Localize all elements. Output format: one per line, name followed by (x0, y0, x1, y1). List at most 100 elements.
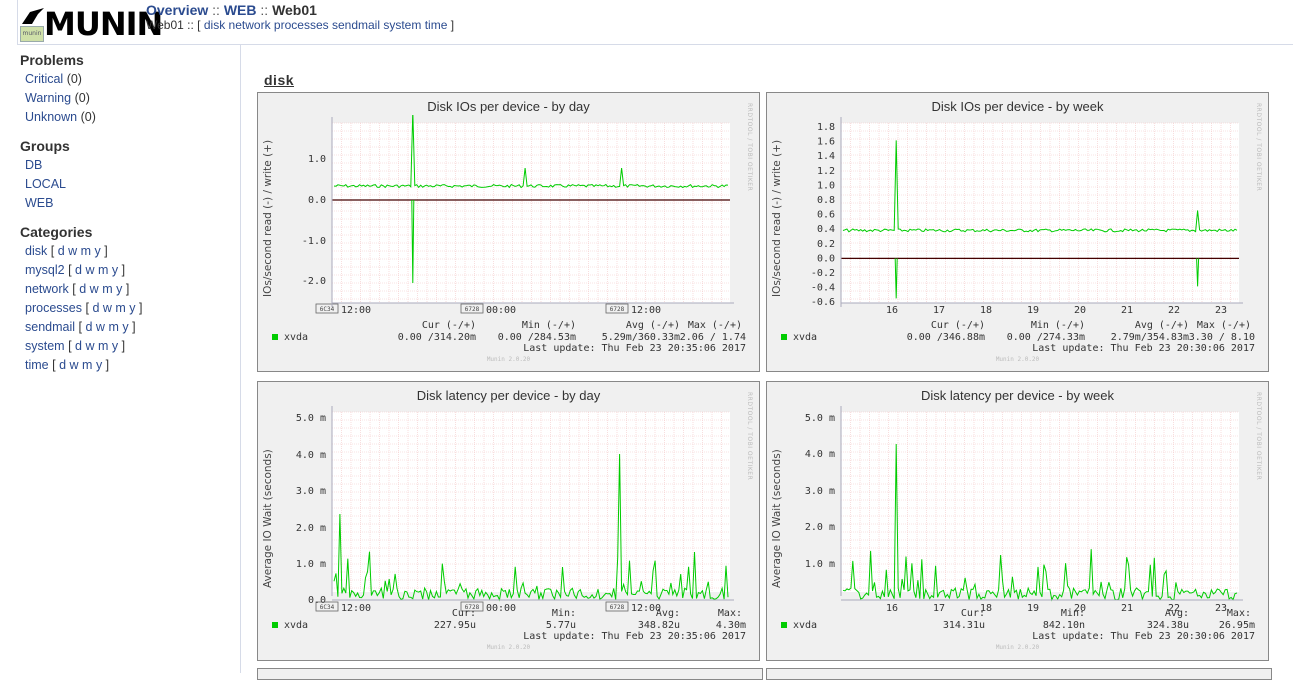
legend-value-cur: 0.00 /346.88m (906, 332, 985, 343)
y-tick-label: 0.2 (817, 239, 835, 250)
group-link-web[interactable]: WEB (25, 196, 54, 210)
subnav-link-system[interactable]: system (383, 18, 422, 32)
subnav-link-time[interactable]: time (424, 18, 448, 32)
subnav-link-processes[interactable]: processes (273, 18, 329, 32)
x-tick-label: 22 (1168, 305, 1180, 316)
legend-value-min: 5.77u (545, 620, 576, 631)
graph-panel[interactable]: Disk IOs per device - by week RRDTOOL / T… (766, 92, 1269, 372)
legend-value-avg: 324.38u (1146, 620, 1189, 631)
legend-value-max: 2.06 / 1.74 (679, 332, 746, 343)
legend-value-min: 842.10n (1042, 620, 1085, 631)
period-link-y[interactable]: y (111, 263, 119, 277)
period-link-m[interactable]: m (98, 263, 109, 277)
subnav-link-sendmail[interactable]: sendmail (331, 18, 380, 32)
category-link-mysql2[interactable]: mysql2 (25, 263, 65, 277)
legend-header-min: Min: (551, 608, 576, 619)
x-tag-label: 6C34 (320, 604, 335, 611)
breadcrumb-overview[interactable]: Overview (146, 2, 209, 18)
period-link-d[interactable]: d (85, 320, 93, 334)
y-tick-label: 1.2 (817, 166, 835, 177)
period-link-d[interactable]: d (59, 358, 67, 372)
period-link-m[interactable]: m (108, 320, 119, 334)
problem-link-critical[interactable]: Critical (25, 72, 64, 86)
period-link-d[interactable]: d (75, 339, 82, 353)
period-link-w[interactable]: w (89, 282, 99, 296)
category-link-sendmail[interactable]: sendmail (25, 320, 76, 334)
category-link-system[interactable]: system (25, 339, 65, 353)
graph-plot: 5.0 m 4.0 m 3.0 m 2.0 m 1.0 m 16 17 18 19 20 21 22 2… (805, 406, 1243, 614)
legend-value-max: 3.30 / 8.10 (1188, 332, 1255, 343)
period-link-m[interactable]: m (115, 301, 126, 315)
munin-version: Munin 2.0.20 (486, 644, 531, 651)
period-link-y[interactable]: y (95, 358, 103, 372)
period-link-w[interactable]: w (85, 263, 95, 277)
legend-value-avg: 2.79m/354.83m (1110, 332, 1189, 343)
graph-panel[interactable]: Disk latency per device - by day RRDTOOL … (257, 381, 760, 661)
period-link-m[interactable]: m (98, 339, 109, 353)
legend-header-max: Max (-/+) (1196, 320, 1251, 331)
graph-panel-partial (257, 668, 763, 680)
category-link-network[interactable]: network (25, 282, 69, 296)
subnav-link-disk[interactable]: disk (203, 18, 226, 32)
period-link-y[interactable]: y (122, 320, 129, 334)
legend-value-min: 0.00 /274.33m (1006, 332, 1085, 343)
graph-panel[interactable]: Disk IOs per device - by day RRDTOOL / TO… (257, 92, 760, 372)
breadcrumb-group[interactable]: WEB (223, 2, 257, 18)
group-link-local[interactable]: LOCAL (25, 177, 66, 191)
category-link-processes[interactable]: processes (25, 301, 82, 315)
y-tick-label: 2.0 m (805, 522, 835, 533)
x-tick-label: 18 (980, 603, 992, 614)
graph-panel[interactable]: Disk latency per device - by week RRDTOOL… (766, 381, 1269, 661)
munin-logo[interactable]: munin MUNIN (20, 6, 163, 42)
problem-item-critical: Critical (0) (25, 72, 82, 86)
period-link-w[interactable]: w (102, 301, 112, 315)
period-link-y[interactable]: y (94, 244, 101, 258)
x-tag-box (605, 601, 629, 612)
period-link-m[interactable]: m (102, 282, 113, 296)
breadcrumb: Overview :: WEB :: Web01 (146, 2, 317, 18)
x-tick-label: 21 (1121, 305, 1133, 316)
period-link-m[interactable]: m (82, 358, 93, 372)
subnav-open-bracket: [ (197, 18, 201, 32)
period-link-w[interactable]: w (95, 320, 105, 334)
bracket: ] (132, 320, 136, 334)
bracket: ] (125, 282, 130, 296)
legend-header-avg: Avg (-/+) (1134, 320, 1189, 331)
x-tag-label: 6728 (465, 306, 480, 313)
munin-version: Munin 2.0.20 (486, 356, 531, 363)
legend-header-max: Max: (717, 608, 742, 619)
y-tick-label: 4.0 m (296, 450, 326, 461)
period-link-y[interactable]: y (129, 301, 136, 315)
x-tick-label: 12:00 (631, 603, 661, 614)
period-link-d[interactable]: d (57, 244, 65, 258)
period-link-w[interactable]: w (69, 358, 79, 372)
group-link-db[interactable]: DB (25, 158, 43, 172)
x-tick-label: 12:00 (631, 305, 661, 316)
y-tick-label: 3.0 m (296, 486, 326, 497)
legend-header-cur: Cur (-/+) (930, 320, 985, 331)
period-link-w[interactable]: w (68, 244, 78, 258)
x-tick-label: 16 (886, 603, 898, 614)
last-update: Last update: Thu Feb 23 20:35:06 2017 (523, 631, 746, 642)
period-link-w[interactable]: w (85, 339, 95, 353)
logo-badge: munin (20, 26, 44, 42)
x-tick-label: 23 (1215, 603, 1227, 614)
period-link-d[interactable]: d (75, 263, 82, 277)
period-link-m[interactable]: m (80, 244, 92, 258)
x-tag-label: 6728 (610, 604, 625, 611)
period-link-y[interactable]: y (116, 282, 123, 296)
period-link-y[interactable]: y (111, 339, 119, 353)
subnav-link-network[interactable]: network (228, 18, 271, 32)
problem-link-warning[interactable]: Warning (25, 91, 72, 105)
category-link-disk[interactable]: disk (25, 244, 48, 258)
problem-link-unknown[interactable]: Unknown (25, 110, 78, 124)
period-link-d[interactable]: d (92, 301, 100, 315)
legend-header-min: Min (-/+) (1030, 320, 1085, 331)
x-tick-label: 22 (1168, 603, 1180, 614)
series-line-xvda (842, 140, 1238, 233)
period-link-d[interactable]: d (79, 282, 87, 296)
category-link-time[interactable]: time (25, 358, 49, 372)
y-tick-label: 1.4 (817, 151, 835, 162)
x-tick-label: 16 (886, 305, 898, 316)
